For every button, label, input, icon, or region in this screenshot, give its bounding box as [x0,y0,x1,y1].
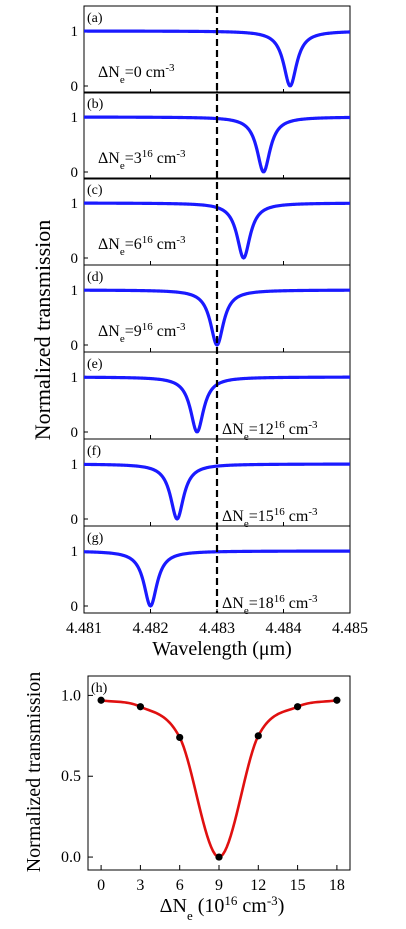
y-tick-label: 1.0 [61,687,81,704]
data-point [254,732,262,740]
concentration-annotation: ΔNe=1216 cm-3 [222,419,318,443]
panel-e: 0 1 (e) ΔNe=1216 cm-3 [71,351,351,443]
x-tick-label: 0 [97,877,105,894]
panel-b: 0 1 (b) ΔNe=316 cm-3 [71,91,351,181]
top-x-axis-label: Wavelength (μm) [152,638,292,660]
concentration-annotation: ΔNe=316 cm-3 [98,148,186,172]
x-tick-label: 4.483 [199,620,235,637]
panel-c: 0 1 (c) ΔNe=616 cm-3 [71,177,351,267]
top-y-axis-label: Normalized transmission [30,220,55,441]
y-tick-label: 0 [71,338,79,354]
concentration-annotation: ΔNe=0 cm-3 [98,62,175,86]
data-point [215,853,223,861]
x-tick-label: 3 [136,877,144,894]
x-tick-label: 4.484 [266,620,302,637]
x-tick-label: 9 [215,877,223,894]
y-tick-label: 1 [71,283,79,299]
y-tick-label: 0 [71,512,79,528]
bottom-y-axis-label: Normalized transmission [23,672,45,873]
data-point [294,703,302,711]
y-tick-label: 0 [71,79,79,95]
y-tick-label: 0.0 [61,849,81,866]
y-tick-label: 0.5 [61,768,81,785]
panel-label: (g) [87,531,104,546]
x-tick-label: 18 [329,877,345,894]
concentration-annotation: ΔNe=1516 cm-3 [222,506,318,530]
panel-d: 0 1 (d) ΔNe=916 cm-3 [71,264,351,354]
panel-label: (a) [87,11,103,26]
bottom-panel-group: 0.0 0.5 1.0 0 3 6 9 12 15 18 (h) [61,675,351,894]
panel-frame [87,675,351,871]
data-point [333,696,341,704]
x-tick-label: 4.481 [66,620,102,637]
x-tick-label: 4.482 [133,620,169,637]
panel-label: (f) [87,444,101,459]
panel-g: 0 1 (g) ΔNe=1816 cm-3 [71,525,351,617]
panel-label: (e) [87,357,103,372]
concentration-annotation: ΔNe=1816 cm-3 [222,593,318,617]
panel-label: (d) [87,270,104,285]
fit-curve [100,698,338,859]
y-tick-label: 1 [71,544,79,560]
y-tick-label: 0 [71,599,79,615]
x-tick-label: 12 [250,877,266,894]
concentration-annotation: ΔNe=916 cm-3 [98,321,186,345]
x-tick-label: 4.485 [332,620,368,637]
transmission-curve [83,288,351,347]
y-tick-label: 0 [71,165,79,181]
panel-label: (b) [87,97,104,112]
y-tick-label: 1 [71,24,79,40]
y-tick-label: 1 [71,457,79,473]
panel-f: 0 1 (f) ΔNe=1516 cm-3 [71,438,351,530]
panel-a: 0 1 (a) ΔNe=0 cm-3 [71,5,351,95]
data-point [176,733,184,742]
x-tick-label: 15 [290,877,306,894]
y-tick-label: 1 [71,110,79,126]
transmission-curve [83,462,351,521]
data-point [136,703,144,711]
bottom-x-axis-label: ΔNe (1016 cm-3) [160,893,285,923]
panel-label: (h) [91,681,108,696]
y-tick-label: 1 [71,370,79,386]
top-panel-group: 0 1 (a) ΔNe=0 cm-3 0 1 (b) ΔNe=316 cm-3 0 1 (c) ΔNe… [66,5,368,637]
data-point [97,696,105,704]
y-tick-label: 0 [71,425,79,441]
x-tick-label: 6 [176,877,184,894]
panel-label: (c) [87,183,103,198]
y-tick-label: 1 [71,196,79,212]
concentration-annotation: ΔNe=616 cm-3 [98,234,186,258]
y-tick-label: 0 [71,251,79,267]
